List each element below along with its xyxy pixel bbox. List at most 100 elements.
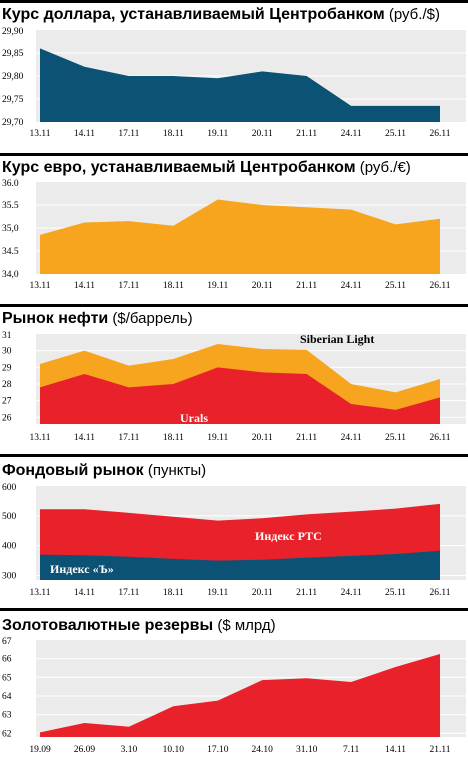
- x-tick-label: 21.11: [296, 433, 317, 443]
- oil-title-text: Рынок нефти: [2, 310, 109, 327]
- y-tick-label: 600: [2, 483, 17, 493]
- x-tick-label: 21.11: [296, 129, 317, 139]
- y-tick-label: 34.5: [2, 247, 19, 257]
- x-tick-label: 21.11: [429, 745, 450, 755]
- y-tick-label: 500: [2, 512, 17, 522]
- y-tick-label: 27: [2, 397, 12, 407]
- oil-chart-title: Рынок нефти ($/баррель): [2, 310, 193, 328]
- x-tick-label: 24.11: [341, 588, 362, 598]
- y-tick-label: 29,75: [2, 95, 24, 105]
- stock-chart: 300 400 500 600 13.11 14.11 17.11 18.11 19.11 20.…: [2, 483, 466, 598]
- series-label: Siberian Light: [300, 332, 374, 346]
- y-tick-label: 64: [2, 692, 12, 702]
- series-area-1: [40, 550, 440, 580]
- eur-chart: 34,0 34.5 35,0 35.5 36.0 13.11 14.11 17.11 18.11…: [2, 179, 466, 291]
- series-label: Индекс РТС: [255, 529, 322, 543]
- oil-chart: 26 27 28 29 30 31 13.11 14.11 17.11 18.11 19.11 20.…: [2, 331, 466, 443]
- x-tick-label: 17.11: [118, 129, 139, 139]
- usd-chart: 29,70 29,75 29,80 29,85 29,90 13.11 14.11 17.11…: [2, 27, 466, 139]
- divider-eur: [0, 153, 468, 156]
- x-tick-label: 25.11: [385, 433, 406, 443]
- x-tick-label: 14.11: [74, 129, 95, 139]
- x-tick-label: 31.10: [296, 745, 318, 755]
- x-tick-label: 24.11: [341, 281, 362, 291]
- y-tick-label: 29,70: [2, 118, 24, 128]
- series-label: Urals: [180, 411, 208, 425]
- x-tick-label: 17.10: [207, 745, 229, 755]
- reserves-unit-text: ($ млрд): [217, 617, 276, 634]
- x-tick-label: 24.11: [341, 433, 362, 443]
- x-tick-label: 17.11: [118, 281, 139, 291]
- x-tick-label: 19.09: [29, 745, 51, 755]
- series-area-0: [40, 48, 440, 122]
- usd-chart-title: Курс доллара, устанавливаемый Центробанк…: [2, 6, 440, 24]
- y-tick-label: 67: [2, 637, 12, 647]
- x-tick-label: 19.11: [207, 433, 228, 443]
- x-tick-label: 21.11: [296, 588, 317, 598]
- y-tick-label: 400: [2, 542, 17, 552]
- x-tick-label: 26.09: [74, 745, 96, 755]
- y-tick-label: 65: [2, 673, 12, 683]
- y-tick-label: 62: [2, 729, 12, 739]
- x-tick-label: 14.11: [74, 588, 95, 598]
- x-tick-label: 20.11: [252, 433, 273, 443]
- x-tick-label: 21.11: [296, 281, 317, 291]
- y-tick-label: 28: [2, 380, 12, 390]
- y-tick-label: 36.0: [2, 179, 19, 189]
- x-tick-label: 20.11: [252, 281, 273, 291]
- x-tick-label: 25.11: [385, 281, 406, 291]
- divider-reserves: [0, 608, 468, 611]
- usd-title-text: Курс доллара, устанавливаемый Центробанк…: [2, 6, 385, 23]
- x-tick-label: 13.11: [29, 433, 50, 443]
- x-tick-label: 10.10: [163, 745, 185, 755]
- x-tick-label: 25.11: [385, 129, 406, 139]
- series-label: Индекс «Ъ»: [50, 562, 114, 576]
- y-tick-label: 35.5: [2, 201, 19, 211]
- y-tick-label: 63: [2, 711, 12, 721]
- x-tick-label: 3.10: [121, 745, 138, 755]
- x-tick-label: 19.11: [207, 281, 228, 291]
- reserves-chart-title: Золотовалютные резервы ($ млрд): [2, 617, 276, 635]
- x-tick-label: 13.11: [29, 129, 50, 139]
- eur-title-text: Курс евро, устанавливаемый Центробанком: [2, 159, 356, 176]
- x-tick-label: 26.11: [429, 588, 450, 598]
- x-tick-label: 14.11: [74, 281, 95, 291]
- x-tick-label: 18.11: [163, 281, 184, 291]
- series-area-1: [40, 367, 440, 424]
- y-tick-label: 29: [2, 363, 12, 373]
- x-tick-label: 20.11: [252, 588, 273, 598]
- y-tick-label: 29,90: [2, 27, 24, 37]
- x-tick-label: 14.11: [385, 745, 406, 755]
- stock-title-text: Фондовый рынок: [2, 462, 144, 479]
- y-tick-label: 31: [2, 331, 12, 341]
- oil-unit-text: ($/баррель): [112, 310, 193, 327]
- y-tick-label: 26: [2, 413, 12, 423]
- x-tick-label: 24.10: [252, 745, 274, 755]
- series-area-0: [40, 653, 440, 737]
- x-tick-label: 25.11: [385, 588, 406, 598]
- divider-usd: [0, 0, 468, 3]
- x-tick-label: 26.11: [429, 433, 450, 443]
- x-tick-label: 18.11: [163, 129, 184, 139]
- divider-oil: [0, 304, 468, 307]
- y-tick-label: 29,80: [2, 72, 24, 82]
- x-tick-label: 13.11: [29, 281, 50, 291]
- x-tick-label: 19.11: [207, 129, 228, 139]
- y-tick-label: 66: [2, 655, 12, 665]
- x-tick-label: 13.11: [29, 588, 50, 598]
- x-tick-label: 18.11: [163, 433, 184, 443]
- x-tick-label: 17.11: [118, 433, 139, 443]
- x-tick-label: 18.11: [163, 588, 184, 598]
- x-tick-label: 26.11: [429, 129, 450, 139]
- x-tick-label: 24.11: [341, 129, 362, 139]
- reserves-chart: 62 63 64 65 66 67 19.09 26.09 3.10 10.10 17.10 24.1…: [2, 637, 466, 755]
- series-area-0: [40, 199, 440, 274]
- x-tick-label: 7.11: [343, 745, 360, 755]
- y-tick-label: 35,0: [2, 224, 19, 234]
- x-tick-label: 14.11: [74, 433, 95, 443]
- eur-unit-text: (руб./€): [359, 159, 411, 176]
- x-tick-label: 26.11: [429, 281, 450, 291]
- eur-chart-title: Курс евро, устанавливаемый Центробанком …: [2, 159, 411, 177]
- usd-unit-text: (руб./$): [388, 6, 440, 23]
- divider-stock: [0, 454, 468, 457]
